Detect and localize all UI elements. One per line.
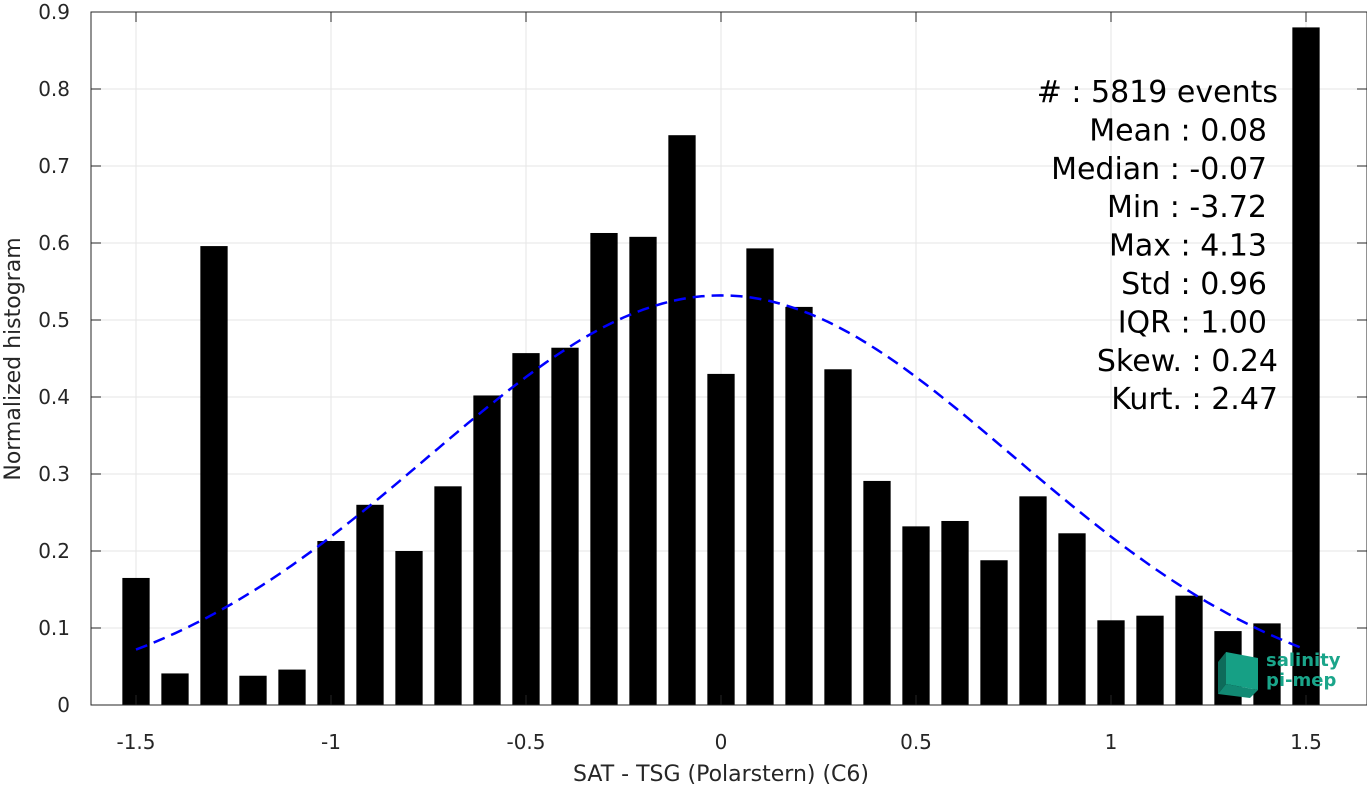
stats-line-0: # : 5819 events: [1037, 75, 1278, 110]
bar-30: [1292, 27, 1320, 705]
y-tick-label-7: 0.7: [38, 154, 70, 178]
bar-12: [590, 232, 618, 706]
salinity-pimep-logo: salinity pi-mep: [1218, 650, 1341, 698]
bar-16: [746, 248, 774, 705]
y-tick-label-4: 0.4: [38, 385, 70, 409]
bar-0: [122, 577, 150, 705]
x-tick-label-5: 1: [1105, 730, 1118, 754]
bar-5: [317, 540, 345, 705]
bar-15: [707, 373, 735, 705]
y-tick-labels: 0 0.1 0.2 0.3 0.4 0.5 0.6 0.7 0.8 0.9: [38, 0, 70, 717]
y-tick-label-0: 0: [57, 693, 70, 717]
histogram-bars: [122, 27, 1320, 706]
y-tick-label-6: 0.6: [38, 231, 70, 255]
bar-18: [824, 369, 852, 705]
y-tick-label-1: 0.1: [38, 616, 70, 640]
bar-6: [356, 504, 384, 705]
logo-text-line2: pi-mep: [1266, 670, 1336, 691]
x-tick-label-3: 0: [715, 730, 728, 754]
y-tick-label-3: 0.3: [38, 462, 70, 486]
bar-11: [551, 347, 579, 705]
bar-21: [941, 520, 969, 705]
bar-9: [473, 395, 501, 705]
bar-7: [395, 551, 423, 705]
y-tick-label-8: 0.8: [38, 77, 70, 101]
bar-22: [980, 560, 1008, 705]
logo-text-line1: salinity: [1266, 650, 1341, 671]
stats-line-8: Kurt. : 2.47: [1111, 382, 1278, 417]
bar-8: [434, 486, 462, 705]
y-tick-label-2: 0.2: [38, 539, 70, 563]
gaussian-fit-curve: [135, 294, 1307, 651]
axes-box: [90, 11, 1367, 706]
stats-line-1: Mean : 0.08: [1089, 113, 1267, 148]
x-tick-label-1: -1: [321, 730, 341, 754]
bar-2: [200, 246, 228, 705]
x-tick-label-2: -0.5: [506, 730, 545, 754]
bar-17: [785, 306, 813, 705]
bar-3: [239, 675, 267, 705]
bar-20: [902, 526, 930, 705]
stats-line-5: Std : 0.96: [1121, 267, 1267, 302]
x-tick-labels: -1.5 -1 -0.5 0 0.5 1 1.5: [116, 730, 1321, 754]
y-axis-label: Normalized histogram: [1, 237, 26, 480]
stats-line-4: Max : 4.13: [1109, 229, 1267, 264]
y-tick-label-5: 0.5: [38, 308, 70, 332]
bar-27: [1175, 595, 1203, 705]
stats-line-7: Skew. : 0.24: [1097, 344, 1278, 379]
x-axis-label: SAT - TSG (Polarstern) (C6): [573, 762, 869, 785]
bar-13: [629, 236, 657, 705]
bar-14: [668, 135, 696, 705]
axes: [90, 11, 1367, 706]
bar-4: [278, 669, 306, 705]
stats-line-6: IQR : 1.00: [1118, 305, 1267, 340]
logo-cube-icon: [1218, 652, 1258, 698]
stats-line-2: Median : -0.07: [1051, 152, 1267, 187]
stats-line-3: Min : -3.72: [1107, 190, 1267, 225]
bar-26: [1136, 615, 1164, 705]
bar-1: [161, 673, 189, 705]
bar-19: [863, 480, 891, 705]
bar-24: [1058, 533, 1086, 705]
y-tick-label-9: 0.9: [38, 0, 70, 24]
x-tick-label-4: 0.5: [900, 730, 932, 754]
x-tick-label-6: 1.5: [1290, 730, 1322, 754]
bar-23: [1019, 496, 1047, 705]
x-tick-label-0: -1.5: [116, 730, 155, 754]
bar-10: [512, 353, 540, 705]
bar-25: [1097, 620, 1125, 705]
